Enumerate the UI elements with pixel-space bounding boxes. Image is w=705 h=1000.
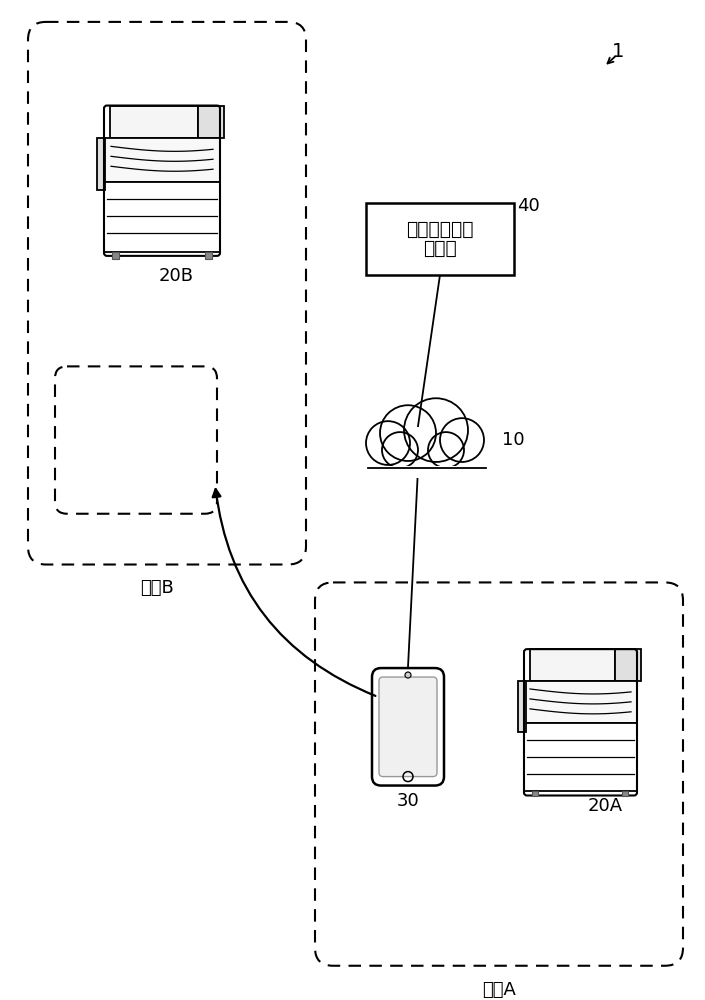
Text: 服务器: 服务器 — [423, 239, 457, 258]
Text: 地点A: 地点A — [482, 981, 516, 999]
FancyBboxPatch shape — [379, 677, 437, 777]
Bar — [104, 182, 220, 252]
Text: 地点B: 地点B — [140, 579, 174, 597]
Bar — [524, 681, 637, 723]
Circle shape — [428, 432, 464, 468]
Bar — [524, 723, 637, 791]
Bar — [97, 138, 105, 190]
Text: 30: 30 — [397, 792, 419, 810]
Bar — [615, 649, 641, 681]
Text: 40: 40 — [517, 197, 539, 215]
Text: 参数设定辅助: 参数设定辅助 — [406, 219, 474, 238]
Bar — [366, 466, 491, 478]
Bar — [112, 252, 119, 259]
Bar — [198, 106, 224, 138]
Text: 20A: 20A — [587, 797, 623, 815]
Bar — [366, 448, 474, 478]
Bar — [104, 138, 220, 182]
Text: 20B: 20B — [159, 267, 193, 285]
Bar — [366, 203, 514, 275]
Bar — [622, 791, 628, 796]
Circle shape — [404, 398, 468, 462]
Bar — [205, 252, 212, 259]
Text: 10: 10 — [502, 431, 525, 449]
Circle shape — [440, 418, 484, 462]
FancyArrowPatch shape — [213, 489, 376, 696]
Circle shape — [382, 432, 418, 468]
Bar — [110, 106, 198, 138]
Bar — [532, 791, 538, 796]
Text: 1: 1 — [612, 42, 624, 61]
Circle shape — [380, 405, 436, 461]
Bar — [518, 681, 526, 732]
FancyBboxPatch shape — [372, 668, 444, 786]
Circle shape — [405, 672, 411, 678]
Bar — [530, 649, 615, 681]
Circle shape — [366, 421, 410, 465]
